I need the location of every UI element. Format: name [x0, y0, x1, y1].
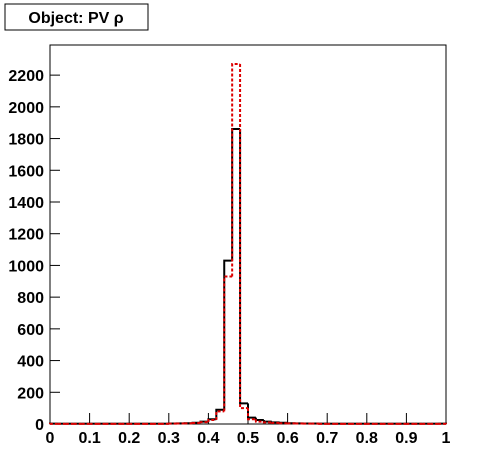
- y-tick-label: 1800: [8, 132, 44, 149]
- x-tick-label: 0.6: [276, 430, 298, 447]
- y-tick-label: 0: [35, 417, 44, 434]
- x-tick-label: 0.9: [395, 430, 417, 447]
- x-tick-label: 0.3: [158, 430, 180, 447]
- histogram-bin: [207, 419, 217, 423]
- histogram-bin: [223, 275, 233, 412]
- y-tick-label: 1000: [8, 258, 44, 275]
- y-tick-label: 200: [17, 385, 44, 402]
- y-tick-label: 2200: [8, 68, 44, 85]
- histogram-bin: [254, 419, 264, 423]
- y-tick-label: 800: [17, 290, 44, 307]
- histogram-bin: [199, 421, 209, 424]
- x-tick-label: 0.2: [118, 430, 140, 447]
- x-tick-label: 0.5: [237, 430, 259, 447]
- y-tick-label: 2000: [8, 100, 44, 117]
- x-tick-label: 0.8: [356, 430, 378, 447]
- x-tick-label: 0: [46, 430, 55, 447]
- y-tick-label: 600: [17, 322, 44, 339]
- chart-title: Object: PV ρ: [28, 10, 123, 27]
- x-tick-label: 1: [442, 430, 451, 447]
- x-tick-label: 0.4: [197, 430, 219, 447]
- histogram-bin: [215, 408, 225, 420]
- y-tick-label: 1200: [8, 227, 44, 244]
- x-tick-label: 0.7: [316, 430, 338, 447]
- y-tick-label: 400: [17, 354, 44, 371]
- x-tick-label: 0.1: [78, 430, 100, 447]
- histogram-bin: [247, 408, 256, 421]
- y-tick-label: 1400: [8, 195, 44, 212]
- histogram-bin: [215, 410, 225, 421]
- histogram-bin: [262, 421, 272, 424]
- title-box: [4, 3, 149, 31]
- histogram-bin: [231, 63, 241, 277]
- y-tick-label: 1600: [8, 163, 44, 180]
